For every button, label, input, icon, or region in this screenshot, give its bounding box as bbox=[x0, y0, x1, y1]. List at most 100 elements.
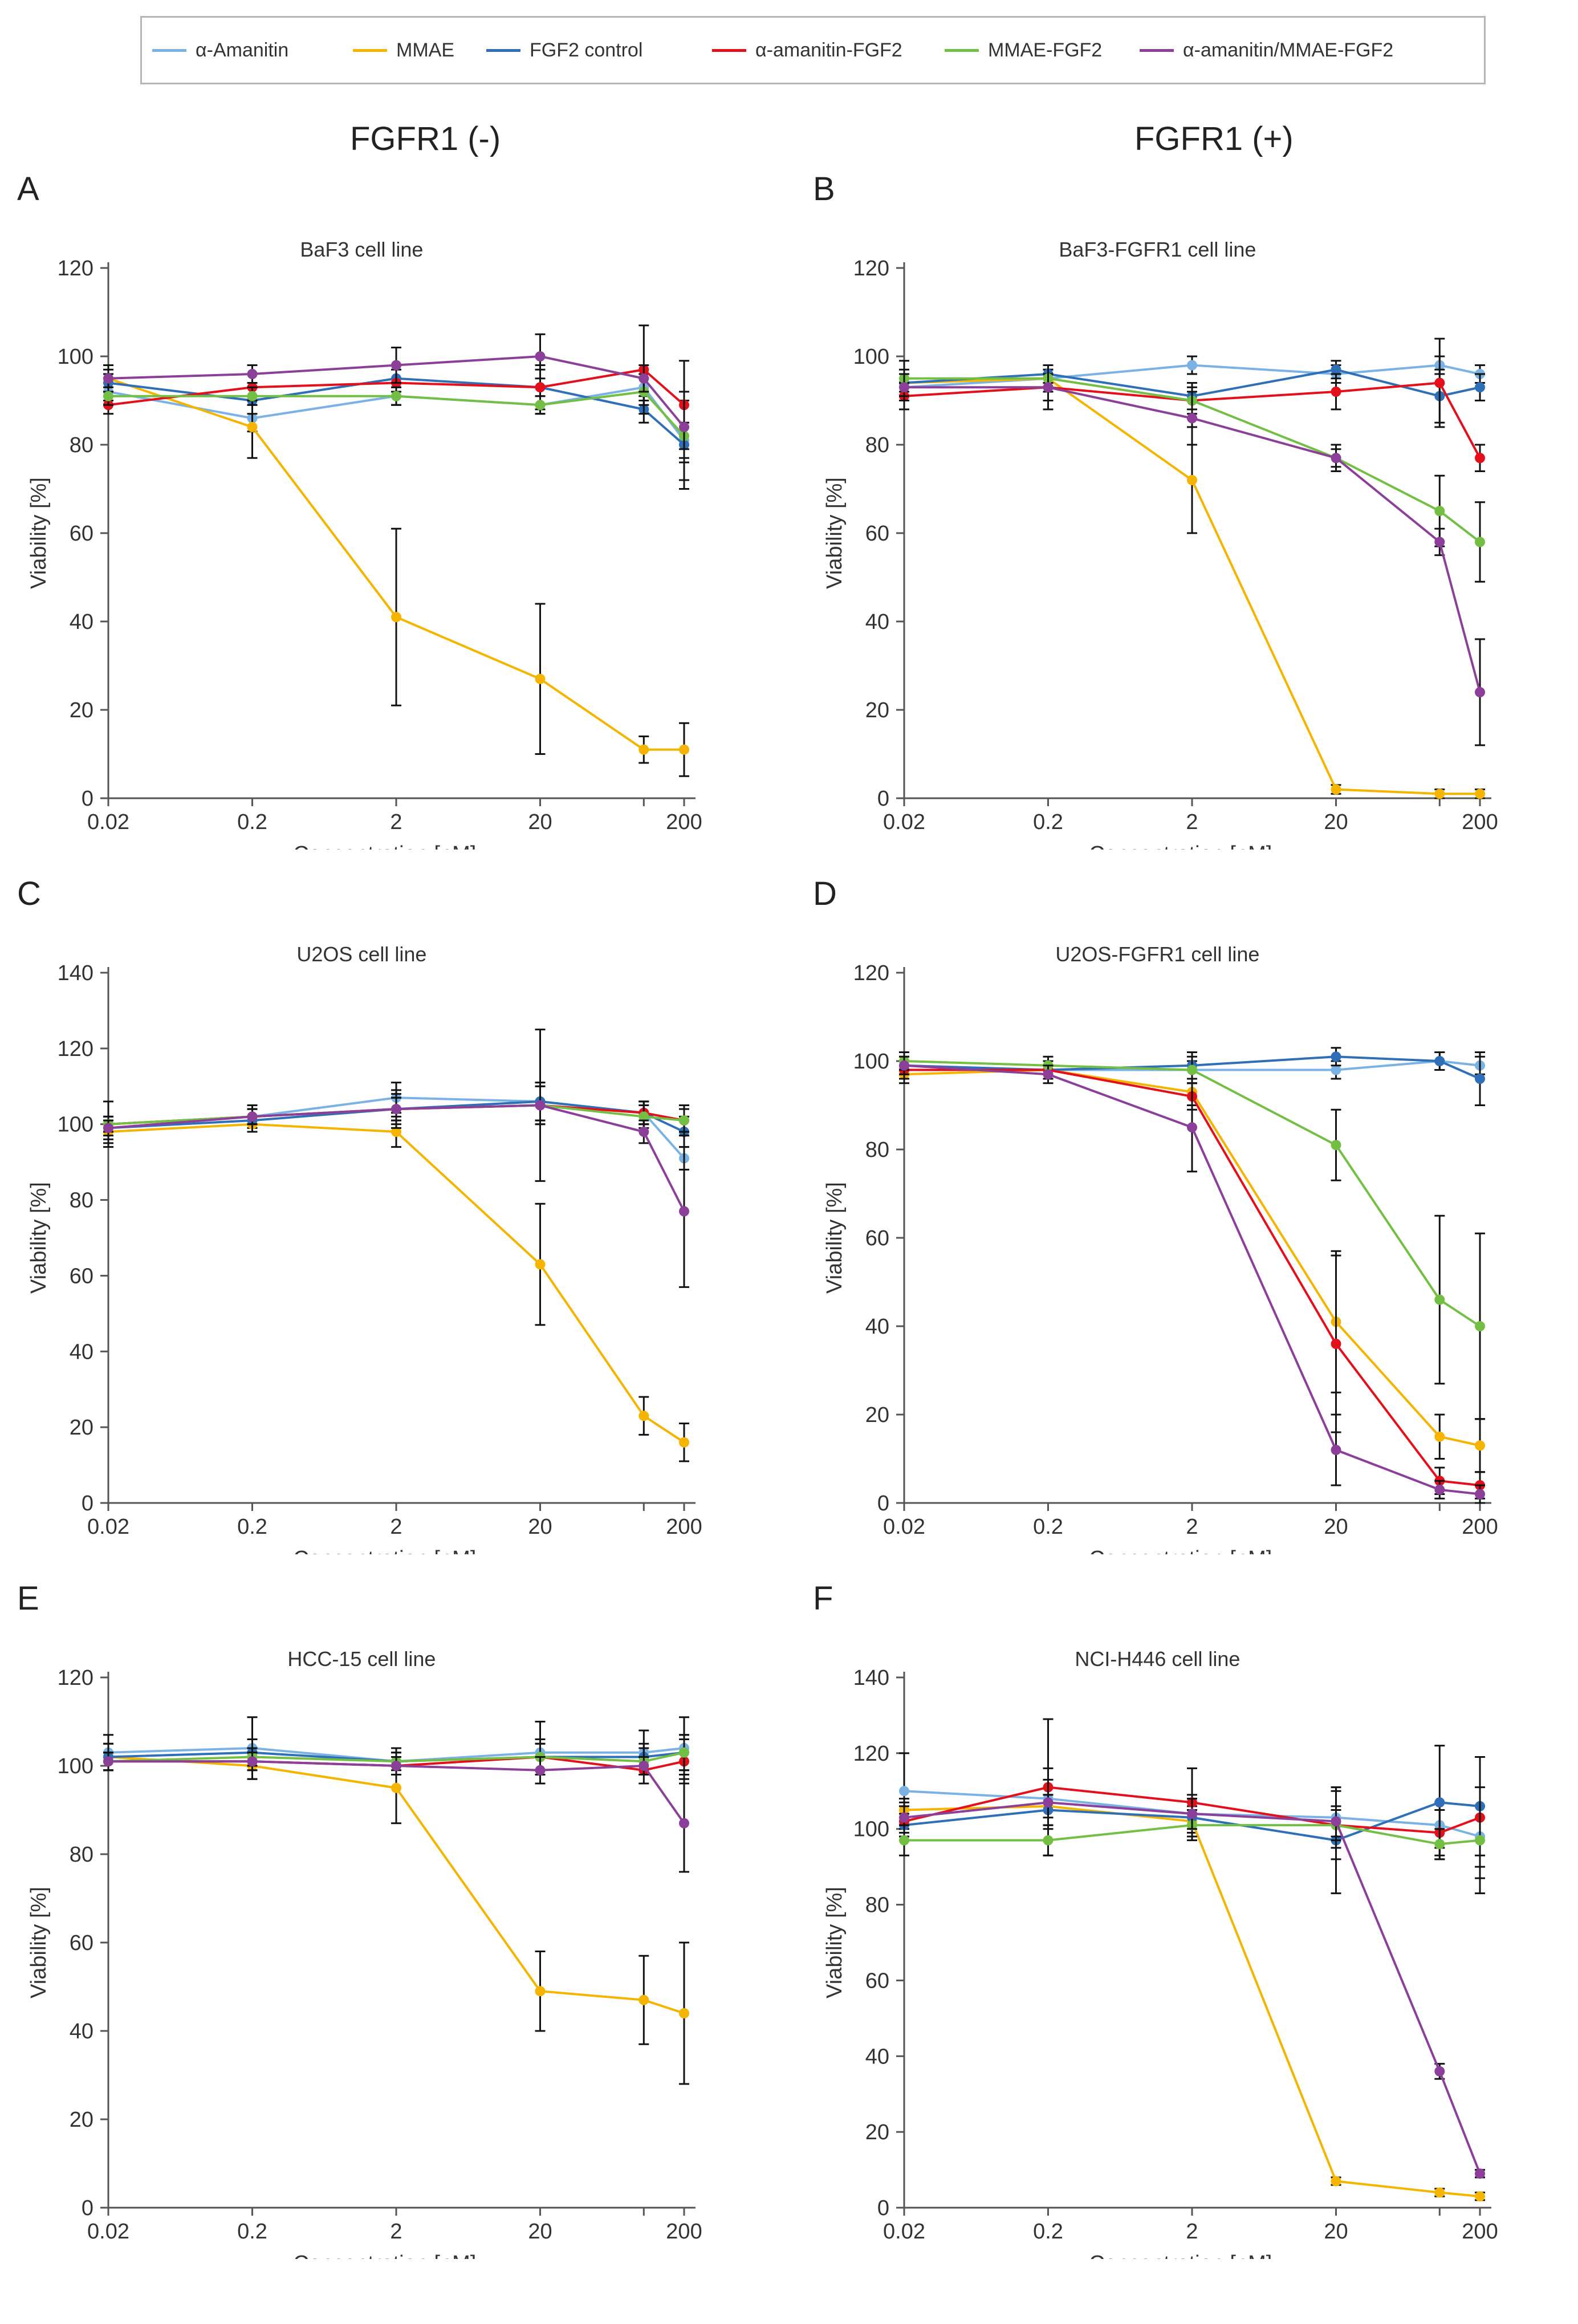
legend-item: α-amanitin-FGF2 bbox=[712, 18, 902, 83]
data-point bbox=[638, 1127, 649, 1137]
legend-item: MMAE bbox=[353, 18, 454, 83]
series-line bbox=[904, 1801, 1481, 1842]
legend-swatch bbox=[1140, 48, 1174, 52]
x-tick-label: 20 bbox=[1324, 810, 1348, 834]
data-point bbox=[391, 391, 401, 401]
data-point bbox=[1475, 1489, 1485, 1500]
series-group bbox=[899, 1778, 1485, 2179]
series-line bbox=[108, 1746, 685, 1763]
x-tick-label: 20 bbox=[528, 2220, 552, 2244]
data-point bbox=[247, 422, 258, 432]
y-tick-label: 60 bbox=[865, 522, 889, 546]
y-tick-label: 120 bbox=[853, 257, 889, 281]
data-point bbox=[1475, 1074, 1485, 1084]
data-point bbox=[247, 1111, 258, 1122]
panel-label-b: B bbox=[813, 170, 835, 208]
data-point bbox=[1043, 1069, 1054, 1080]
series-line bbox=[108, 1100, 685, 1133]
data-point bbox=[899, 1060, 909, 1071]
y-tick-label: 40 bbox=[70, 1340, 93, 1364]
y-tick-label: 60 bbox=[70, 1264, 93, 1288]
data-point bbox=[1187, 413, 1197, 424]
data-point bbox=[1043, 382, 1054, 393]
y-tick-label: 40 bbox=[865, 610, 889, 634]
chart-title: U2OS cell line bbox=[296, 942, 426, 966]
y-tick-label: 0 bbox=[877, 787, 889, 811]
data-point bbox=[1475, 2168, 1485, 2179]
panel-label-c: C bbox=[17, 875, 41, 912]
y-tick-label: 140 bbox=[853, 1666, 889, 1690]
chart-svg-c: U2OS cell line 0 20 40 60 80 100 120 140 0.02 0.2 2… bbox=[27, 942, 702, 1571]
x-tick-label: 0.2 bbox=[1033, 1515, 1063, 1539]
y-tick-label: 20 bbox=[865, 2120, 889, 2144]
data-point bbox=[535, 1100, 546, 1111]
data-point bbox=[638, 744, 649, 755]
x-tick-label: 20 bbox=[1324, 2220, 1348, 2244]
data-point bbox=[1187, 475, 1197, 485]
x-axis-label: Concentration [nM] bbox=[1089, 1547, 1272, 1554]
y-axis-label: Viability [%] bbox=[27, 1182, 51, 1294]
x-axis-label: Concentration [nM] bbox=[293, 2252, 476, 2259]
chart-title: NCI-H446 cell line bbox=[1075, 1647, 1240, 1671]
legend-label: FGF2 control bbox=[530, 39, 643, 61]
data-point bbox=[1187, 1809, 1197, 1819]
y-tick-label: 20 bbox=[70, 2108, 93, 2132]
chart-panel-e: HCC-15 cell line 0 20 40 60 80 100 120 0.02 0.2 2 2… bbox=[11, 1638, 718, 2276]
data-point bbox=[1331, 453, 1341, 464]
series-group bbox=[899, 1794, 1485, 2202]
y-tick-label: 100 bbox=[58, 1113, 93, 1137]
x-axis-label: Concentration [nM] bbox=[1089, 2252, 1272, 2259]
data-point bbox=[679, 422, 689, 432]
panel-label-e: E bbox=[17, 1580, 39, 1617]
y-axis-label: Viability [%] bbox=[823, 1182, 847, 1294]
series-line bbox=[108, 1123, 685, 1444]
y-tick-label: 40 bbox=[865, 1315, 889, 1339]
y-axis-label: Viability [%] bbox=[823, 477, 847, 589]
series-line bbox=[904, 1790, 1481, 1838]
x-tick-label: 0.2 bbox=[1033, 810, 1063, 834]
data-point bbox=[899, 1835, 909, 1846]
column-header-fgfr1-positive: FGFR1 (+) bbox=[1134, 120, 1294, 157]
series-line bbox=[904, 1068, 1481, 1486]
data-point bbox=[679, 1747, 689, 1758]
series-line bbox=[904, 1064, 1481, 1496]
data-point bbox=[535, 1986, 546, 1997]
y-tick-label: 100 bbox=[853, 1818, 889, 1842]
x-tick-label: 0.2 bbox=[237, 2220, 267, 2244]
y-tick-label: 100 bbox=[853, 345, 889, 369]
data-point bbox=[1475, 453, 1485, 464]
data-point bbox=[1331, 2176, 1341, 2187]
series-line bbox=[108, 1104, 685, 1212]
y-tick-label: 40 bbox=[70, 2020, 93, 2043]
x-tick-label: 2 bbox=[1186, 1515, 1198, 1539]
series-line bbox=[904, 1824, 1481, 1846]
data-point bbox=[103, 391, 113, 401]
legend-item: α-amanitin/MMAE-FGF2 bbox=[1140, 18, 1393, 83]
series-line bbox=[904, 1786, 1481, 1834]
x-tick-label: 20 bbox=[528, 1515, 552, 1539]
x-tick-label: 2 bbox=[1186, 2220, 1198, 2244]
series-line bbox=[904, 1060, 1481, 1327]
y-tick-label: 120 bbox=[58, 257, 93, 281]
series-group bbox=[899, 1051, 1485, 1420]
data-point bbox=[679, 2008, 689, 2018]
x-tick-label: 0.02 bbox=[87, 1515, 129, 1539]
chart-svg-d: U2OS-FGFR1 cell line 0 20 40 60 80 100 120 0.02 0… bbox=[823, 942, 1498, 1571]
x-tick-label: 2 bbox=[390, 2220, 402, 2244]
data-point bbox=[535, 382, 546, 393]
data-point bbox=[103, 373, 113, 384]
data-point bbox=[1434, 537, 1445, 547]
series-line bbox=[904, 1801, 1481, 2174]
chart-title: BaF3-FGFR1 cell line bbox=[1059, 238, 1256, 261]
data-point bbox=[1331, 387, 1341, 397]
data-point bbox=[1475, 382, 1485, 393]
y-tick-label: 80 bbox=[70, 1843, 93, 1867]
data-point bbox=[638, 373, 649, 384]
y-tick-label: 60 bbox=[865, 1969, 889, 1993]
x-tick-label: 200 bbox=[666, 810, 702, 834]
y-tick-label: 140 bbox=[58, 961, 93, 985]
data-point bbox=[679, 1437, 689, 1448]
data-point bbox=[1434, 1431, 1445, 1442]
data-point bbox=[1187, 1065, 1197, 1075]
y-tick-label: 20 bbox=[865, 698, 889, 722]
